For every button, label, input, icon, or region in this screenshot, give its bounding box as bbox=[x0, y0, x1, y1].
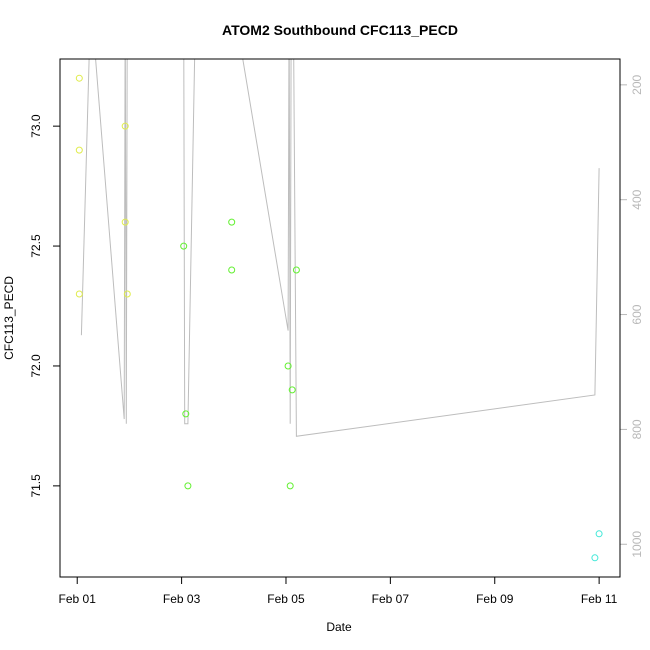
y2-tick-label: 800 bbox=[630, 419, 644, 439]
y-tick-label: 73.0 bbox=[29, 114, 43, 138]
secondary-series-line bbox=[80, 59, 600, 437]
plot-frame bbox=[59, 58, 621, 578]
data-point bbox=[123, 290, 131, 298]
secondary-line-layer bbox=[80, 59, 600, 437]
point-layer bbox=[75, 74, 603, 562]
data-point bbox=[121, 218, 129, 226]
x-tick-label: Feb 05 bbox=[267, 592, 305, 606]
data-point bbox=[591, 554, 599, 562]
x-tick-label: Feb 07 bbox=[372, 592, 410, 606]
y2-tick-label: 600 bbox=[630, 304, 644, 324]
y-tick-label: 72.5 bbox=[29, 234, 43, 258]
data-point bbox=[284, 362, 292, 370]
data-point bbox=[184, 482, 192, 490]
data-point bbox=[121, 122, 129, 130]
y-tick-label: 72.0 bbox=[29, 354, 43, 378]
axis-layer: Feb 01 Feb 03 Feb 05 Feb 07 Feb 09 Feb 11 71.5… bbox=[29, 75, 644, 606]
data-point bbox=[595, 530, 603, 538]
data-point bbox=[228, 266, 236, 274]
data-point bbox=[228, 218, 236, 226]
data-point bbox=[75, 146, 83, 154]
data-point bbox=[288, 386, 296, 394]
data-point bbox=[292, 266, 300, 274]
x-axis-label: Date bbox=[326, 620, 352, 634]
y-tick-label: 71.5 bbox=[29, 474, 43, 498]
data-point bbox=[75, 290, 83, 298]
chart-title: ATOM2 Southbound CFC113_PECD bbox=[222, 22, 458, 38]
y2-tick-label: 200 bbox=[630, 75, 644, 95]
x-tick-label: Feb 03 bbox=[163, 592, 201, 606]
y2-tick-label: 400 bbox=[630, 189, 644, 209]
data-point bbox=[286, 482, 294, 490]
x-tick-label: Feb 11 bbox=[581, 592, 618, 606]
y2-tick-label: 1000 bbox=[630, 531, 644, 558]
x-tick-label: Feb 01 bbox=[59, 592, 97, 606]
y-axis-label: CFC113_PECD bbox=[2, 276, 16, 360]
data-point bbox=[75, 74, 83, 82]
data-point bbox=[182, 410, 190, 418]
x-tick-label: Feb 09 bbox=[476, 592, 514, 606]
data-point bbox=[180, 242, 188, 250]
